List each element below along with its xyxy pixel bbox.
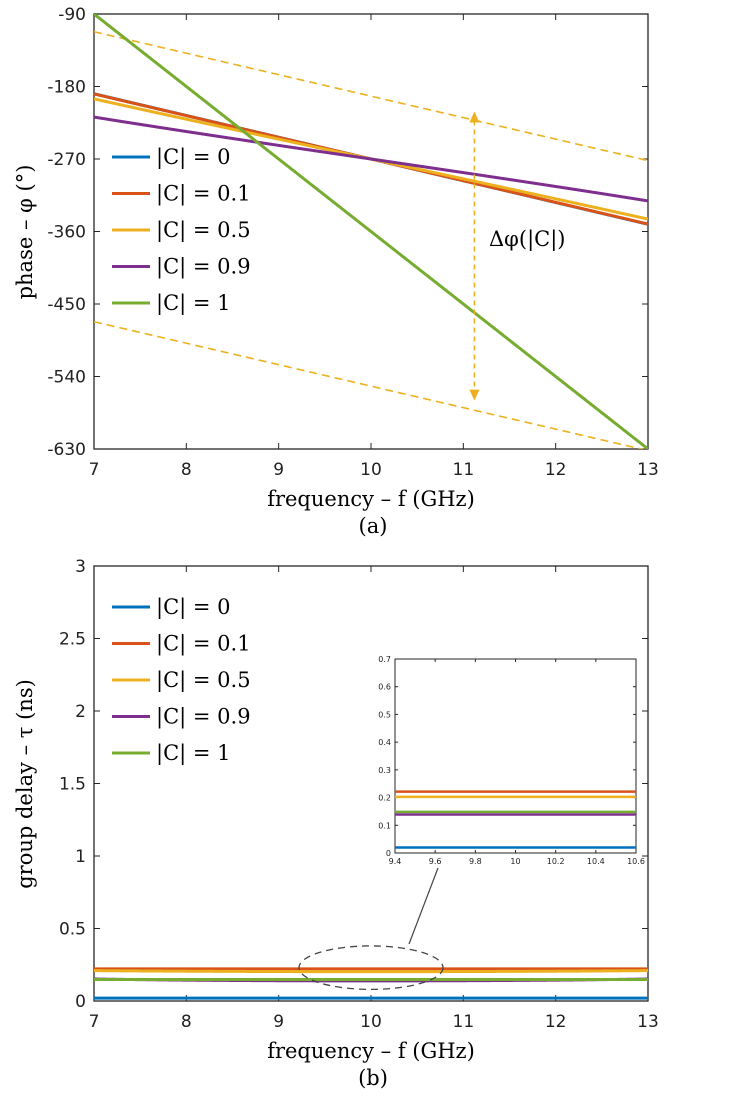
y-tick-label: 2 — [75, 702, 86, 722]
panel-b: 7 8 9 10 11 12 13 00.511.522.53 |C| = 0|C| = 0… — [13, 557, 659, 1090]
x-tick-label: 7 — [89, 1012, 100, 1032]
y-tick-label: 0.6 — [378, 683, 391, 692]
legend-entry: |C| = 0 — [156, 595, 231, 620]
inset-pointer-line — [408, 867, 439, 945]
y-tick-label: 0.7 — [378, 655, 391, 664]
y-tick-label: 0 — [386, 849, 391, 858]
x-tick-label: 10 — [360, 1012, 382, 1032]
x-tick-label: 11 — [453, 1012, 475, 1032]
panel-a-label: (a) — [359, 514, 388, 538]
x-tick-label: 9 — [273, 1012, 284, 1032]
x-tick-label: 9.8 — [469, 857, 482, 866]
delta-phi-label: Δφ(|C|) — [489, 227, 565, 252]
y-tick-label: 0.5 — [378, 710, 391, 719]
panel-b-label: (b) — [358, 1066, 388, 1090]
x-tick-label: 12 — [545, 460, 567, 480]
inset-plot: 9.4 9.6 9.8 10 10.2 10.4 10.6 0 0.1 0.2 0.3 0.4 0.5… — [378, 655, 645, 866]
y-tick-label: 0.1 — [378, 821, 391, 830]
y-tick-label: -90 — [58, 5, 86, 25]
y-tick-label: -360 — [47, 223, 86, 243]
y-tick-label: 3 — [75, 557, 86, 577]
panel-a-y-ticks: -90 -180 -270 -360 -450 -540 -630 — [47, 5, 648, 460]
inset-frame — [394, 658, 637, 854]
delta-phi-arrow-head-bottom — [469, 389, 480, 401]
delta-phi-annotation: Δφ(|C|) — [469, 111, 565, 401]
x-tick-label: 13 — [637, 1012, 659, 1032]
x-tick-label: 8 — [181, 460, 192, 480]
panel-b-legend: |C| = 0 |C| = 0.1 |C| = 0.5 |C| = 0.9 |C| = … — [112, 595, 251, 766]
panel-b-y-label: group delay – τ (ns) — [13, 679, 37, 889]
legend-entry: |C| = 0.9 — [156, 255, 251, 280]
panel-a-y-label: phase – φ (°) — [13, 165, 37, 300]
inset-series — [395, 790, 636, 849]
legend-entry: |C| = 0.1 — [156, 632, 251, 657]
legend-entry: |C| = 0.1 — [156, 182, 251, 207]
y-tick-label: 0 — [75, 992, 86, 1012]
y-tick-label: 2.5 — [59, 630, 86, 650]
delta-phi-arrow-head-top — [469, 111, 480, 123]
legend-entry: |C| = 0.5 — [156, 218, 251, 243]
y-tick-label: -630 — [47, 440, 86, 460]
panel-b-y-ticks: 0 0.5 1 1.5 2 2.5 3 — [59, 557, 648, 1012]
y-tick-label: -450 — [47, 295, 86, 315]
x-tick-label: 10 — [510, 857, 520, 866]
x-tick-label: 10.6 — [627, 857, 645, 866]
x-tick-label: 10.2 — [547, 857, 565, 866]
phase-line-0.9 — [94, 115, 648, 203]
asymptote-line — [94, 30, 648, 162]
panel-a: 7 8 9 10 11 12 13 -90-180-270-360-450-540-630 … — [13, 5, 659, 538]
x-tick-label: 10.4 — [587, 857, 605, 866]
inset-y-ticks: 0 0.1 0.2 0.3 0.4 0.5 0.6 0.7 — [378, 655, 636, 858]
x-tick-label: 7 — [89, 460, 100, 480]
y-tick-label: 0.5 — [59, 920, 86, 940]
x-tick-label: 12 — [545, 1012, 567, 1032]
panel-b-x-label: frequency – f (GHz) — [267, 1039, 475, 1063]
panel-a-series — [94, 14, 648, 449]
x-tick-label: 9 — [273, 460, 284, 480]
legend-entry: |C| = 0 — [156, 145, 231, 170]
y-tick-label: -180 — [47, 78, 86, 98]
panel-b-series — [94, 967, 648, 1000]
y-tick-label: 0.2 — [378, 794, 391, 803]
y-tick-label: 0.3 — [378, 766, 391, 775]
x-tick-label: 8 — [181, 1012, 192, 1032]
x-tick-label: 13 — [637, 460, 659, 480]
y-tick-label: -270 — [47, 150, 86, 170]
legend-entry: |C| = 1 — [156, 291, 231, 316]
legend-entry: |C| = 1 — [156, 741, 231, 766]
panel-b-x-ticks: 7 8 9 10 11 12 13 — [89, 566, 659, 1032]
legend-entry: |C| = 0.5 — [156, 668, 251, 693]
y-tick-label: 1 — [75, 847, 86, 867]
delay-line-0.5 — [94, 969, 648, 974]
x-tick-label: 10 — [360, 460, 382, 480]
panel-a-x-ticks: 7 8 9 10 11 12 13 — [89, 14, 659, 480]
inset-x-ticks: 9.4 9.6 9.8 10 10.2 10.4 10.6 — [389, 659, 645, 866]
x-tick-label: 11 — [453, 460, 475, 480]
x-tick-label: 9.4 — [389, 857, 402, 866]
y-tick-label: 1.5 — [59, 775, 86, 795]
phase-line-1 — [94, 14, 648, 449]
zoom-region-ellipse — [298, 945, 444, 991]
panel-a-x-label: frequency – f (GHz) — [267, 487, 475, 511]
panel-a-asymptotes — [94, 30, 648, 449]
legend-entry: |C| = 0.9 — [156, 705, 251, 730]
y-tick-label: -540 — [47, 368, 86, 388]
y-tick-label: 0.4 — [378, 738, 391, 747]
panel-a-legend: |C| = 0 |C| = 0.1 |C| = 0.5 |C| = 0.9 |C| = … — [112, 145, 251, 316]
x-tick-label: 9.6 — [429, 857, 442, 866]
asymptote-line — [94, 320, 645, 449]
